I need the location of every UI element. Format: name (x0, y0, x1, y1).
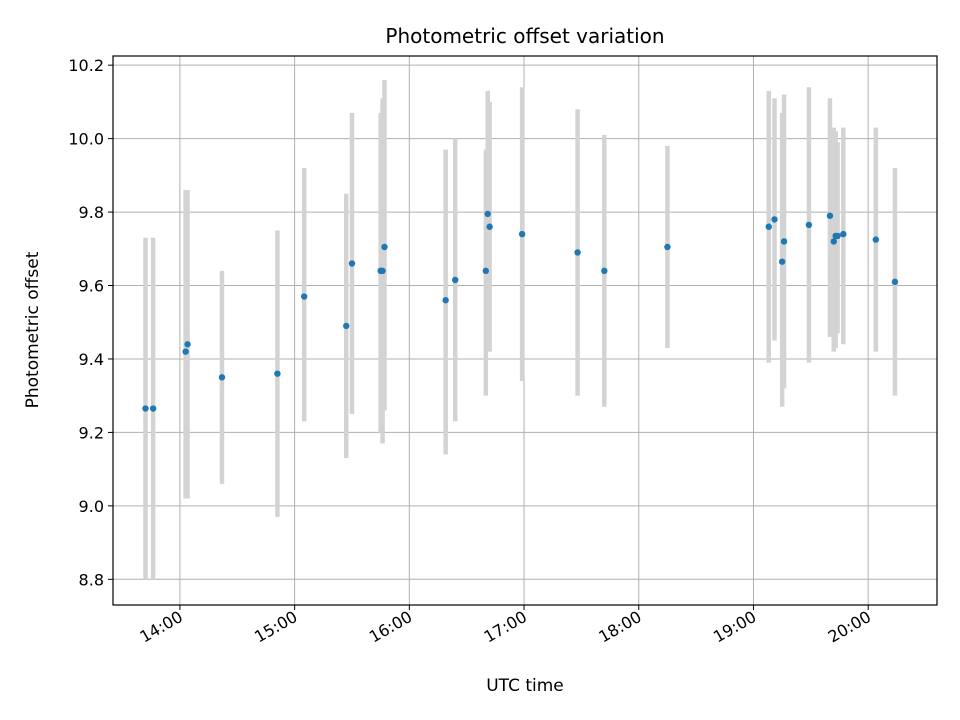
y-tick-label: 10.0 (68, 130, 104, 149)
data-point (452, 276, 459, 284)
data-point (664, 243, 671, 251)
data-point (574, 249, 581, 256)
data-point (780, 238, 788, 245)
data-point (218, 374, 226, 381)
data-point (442, 297, 449, 304)
data-point (142, 405, 149, 412)
data-point (379, 267, 386, 275)
data-point (518, 230, 526, 238)
data-point (184, 341, 191, 348)
data-point (840, 230, 847, 238)
data-point (891, 278, 899, 286)
y-tick-label: 9.8 (79, 203, 104, 222)
data-point (778, 258, 786, 265)
plot-frame (112, 55, 938, 606)
data-point (805, 221, 813, 229)
y-tick-label: 10.2 (68, 56, 104, 75)
y-tick-label: 8.8 (79, 570, 104, 589)
y-tick-label: 9.4 (79, 350, 104, 369)
data-point (381, 243, 388, 251)
data-point (834, 232, 841, 240)
data-point (872, 236, 880, 243)
data-point (830, 238, 837, 245)
data-point (300, 293, 308, 300)
data-point (765, 223, 772, 230)
data-point (826, 212, 834, 219)
data-point (149, 405, 157, 412)
data-point (771, 216, 778, 223)
y-axis-ticks: 8.8 9.0 9.2 9.4 9.6 9.8 10.0 10.2 (68, 56, 113, 589)
y-tick-label: 9.0 (79, 497, 104, 516)
data-point (274, 370, 281, 377)
x-axis-title: UTC time (486, 676, 564, 696)
y-axis-title: Photometric offset (23, 251, 43, 408)
data-point (486, 223, 493, 230)
data-point (484, 210, 491, 218)
grid-lines (113, 56, 937, 605)
data-point (348, 260, 356, 267)
y-tick-label: 9.6 (79, 277, 104, 296)
data-point (343, 322, 350, 330)
chart-title: Photometric offset variation (385, 24, 664, 48)
y-tick-label: 9.2 (79, 423, 104, 442)
data-point (182, 348, 189, 355)
data-point (482, 267, 490, 275)
data-point (601, 267, 608, 275)
data-points (142, 210, 899, 412)
